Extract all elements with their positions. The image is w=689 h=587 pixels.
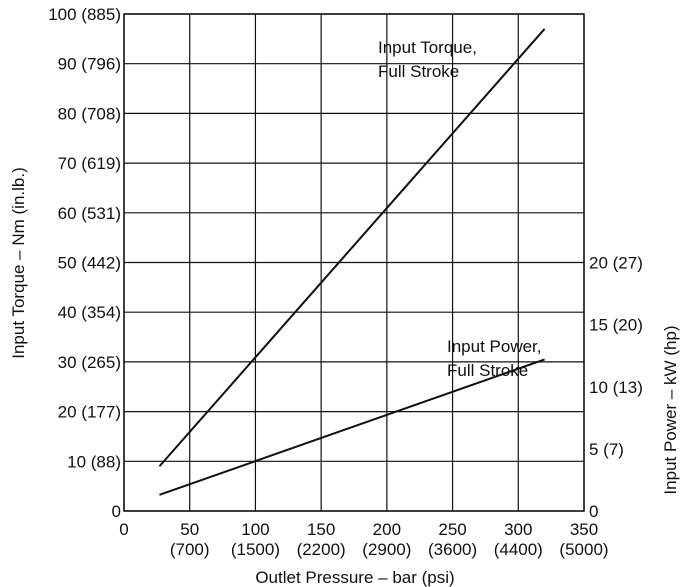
y-right-tick-label: 10 (13) — [589, 378, 643, 397]
x-tick-sublabel: (2200) — [297, 540, 346, 559]
y-left-tick-label: 100 (885) — [48, 5, 121, 24]
y-right-tick-label: 0 — [589, 502, 598, 521]
series-annotation-input-torque: Input Torque, — [378, 38, 477, 57]
y-left-axis-ticks: 0 10 (88) 20 (177) 30 (265) 40 (354) 50 (442)… — [48, 5, 121, 521]
y-left-tick-label: 10 (88) — [67, 452, 121, 471]
y-right-axis-title: Input Power – kW (hp) — [661, 325, 680, 494]
y-left-tick-label: 40 (354) — [58, 303, 121, 322]
x-tick-label: 50 — [180, 520, 199, 539]
y-left-tick-label: 70 (619) — [58, 154, 121, 173]
series-annotation-input-torque: Full Stroke — [378, 62, 459, 81]
y-left-tick-label: 60 (531) — [58, 204, 121, 223]
series-annotation-input-power: Input Power, — [447, 337, 542, 356]
y-left-tick-label: 80 (708) — [58, 104, 121, 123]
grid-lines — [123, 13, 585, 512]
y-left-tick-label: 90 (796) — [58, 55, 121, 74]
x-tick-label: 250 — [438, 520, 466, 539]
x-tick-label: 100 — [241, 520, 269, 539]
x-axis-title: Outlet Pressure – bar (psi) — [255, 568, 454, 587]
x-tick-label: 150 — [307, 520, 335, 539]
y-left-tick-label: 50 (442) — [58, 254, 121, 273]
y-left-tick-label: 20 (177) — [58, 403, 121, 422]
y-right-tick-label: 5 (7) — [589, 440, 624, 459]
x-tick-sublabel: (3600) — [428, 540, 477, 559]
y-left-tick-label: 0 — [112, 502, 121, 521]
x-tick-label: 350 — [570, 520, 598, 539]
y-right-tick-label: 20 (27) — [589, 254, 643, 273]
x-axis-ticks: 0 50(700) 100(1500) 150(2200) 200(2900) 250(3… — [119, 520, 608, 559]
x-tick-sublabel: (2900) — [362, 540, 411, 559]
series-lines — [158, 28, 546, 496]
series-annotation-input-power: Full Stroke — [447, 361, 528, 380]
x-tick-label: 300 — [504, 520, 532, 539]
y-right-tick-label: 15 (20) — [589, 316, 643, 335]
y-left-tick-label: 30 (265) — [58, 353, 121, 372]
x-tick-sublabel: (5000) — [559, 540, 608, 559]
series-line-input-torque — [158, 28, 546, 467]
x-tick-sublabel: (700) — [170, 540, 210, 559]
x-tick-label: 0 — [119, 520, 128, 539]
x-tick-sublabel: (4400) — [494, 540, 543, 559]
plot-frame — [123, 13, 585, 512]
series-annotations: Input Torque, Full Stroke Input Power, Full… — [378, 38, 542, 380]
y-right-axis-ticks: 0 5 (7) 10 (13) 15 (20) 20 (27) — [589, 254, 643, 522]
series-line-input-power — [159, 358, 545, 496]
y-left-axis-title: Input Torque – Nm (in.lb.) — [9, 167, 28, 359]
x-tick-label: 200 — [373, 520, 401, 539]
x-tick-sublabel: (1500) — [231, 540, 280, 559]
